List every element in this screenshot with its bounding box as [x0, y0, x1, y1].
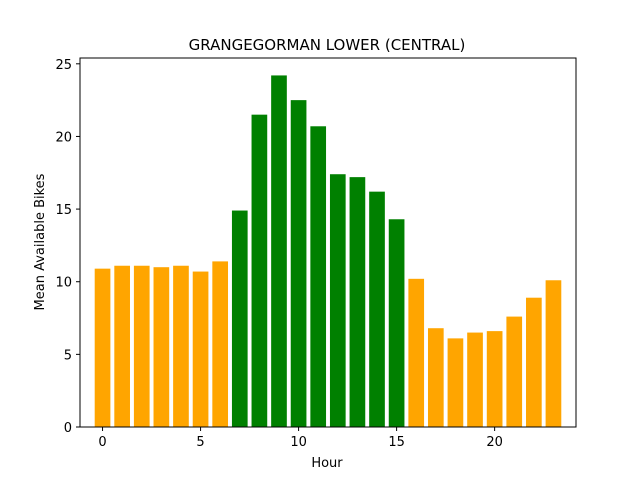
x-tick-label: 5: [196, 435, 204, 450]
bar-hour-14: [369, 191, 385, 427]
bar-hour-18: [447, 338, 464, 427]
bar-hour-13: [349, 177, 366, 427]
bar-hour-16: [408, 278, 425, 427]
bar-hour-20: [486, 331, 503, 427]
bar-hour-9: [271, 75, 287, 428]
bar-hour-6: [212, 261, 229, 427]
bar-hour-15: [388, 219, 405, 427]
y-tick-label: 25: [55, 58, 72, 73]
bar-hour-8: [251, 114, 268, 427]
x-tick-label: 20: [486, 435, 503, 450]
y-tick-label: 0: [64, 421, 72, 436]
bar-hour-0: [94, 268, 111, 427]
bar-hour-23: [545, 280, 562, 427]
chart-title: GRANGEGORMAN LOWER (CENTRAL): [189, 36, 466, 54]
y-axis-ticks: 0 5 10 15 20 25: [55, 58, 80, 436]
y-axis-label: Mean Available Bikes: [33, 173, 48, 310]
x-tick-label: 0: [98, 435, 106, 450]
bar-hour-7: [231, 210, 248, 427]
bar-hour-22: [526, 297, 542, 427]
bar-hour-17: [427, 328, 444, 427]
bars-group: [94, 75, 562, 428]
bar-hour-11: [310, 126, 327, 427]
x-axis-ticks: 0 5 10 15 20: [98, 427, 503, 450]
x-tick-label: 10: [290, 435, 307, 450]
y-tick-label: 5: [64, 348, 72, 363]
bar-hour-21: [506, 316, 523, 427]
bar-hour-4: [173, 265, 189, 427]
x-tick-label: 15: [388, 435, 405, 450]
plot-frame: [79, 57, 577, 428]
y-tick-label: 20: [55, 130, 72, 145]
y-tick-label: 15: [55, 203, 72, 218]
bar-hour-1: [114, 265, 130, 427]
bar-hour-2: [133, 265, 150, 427]
bar-hour-12: [329, 174, 346, 427]
y-tick-label: 10: [55, 276, 72, 291]
bar-hour-19: [467, 332, 483, 427]
bar-hour-10: [290, 100, 307, 427]
x-axis-label: Hour: [311, 456, 343, 471]
bar-hour-5: [192, 271, 209, 427]
bar-hour-3: [153, 267, 170, 427]
